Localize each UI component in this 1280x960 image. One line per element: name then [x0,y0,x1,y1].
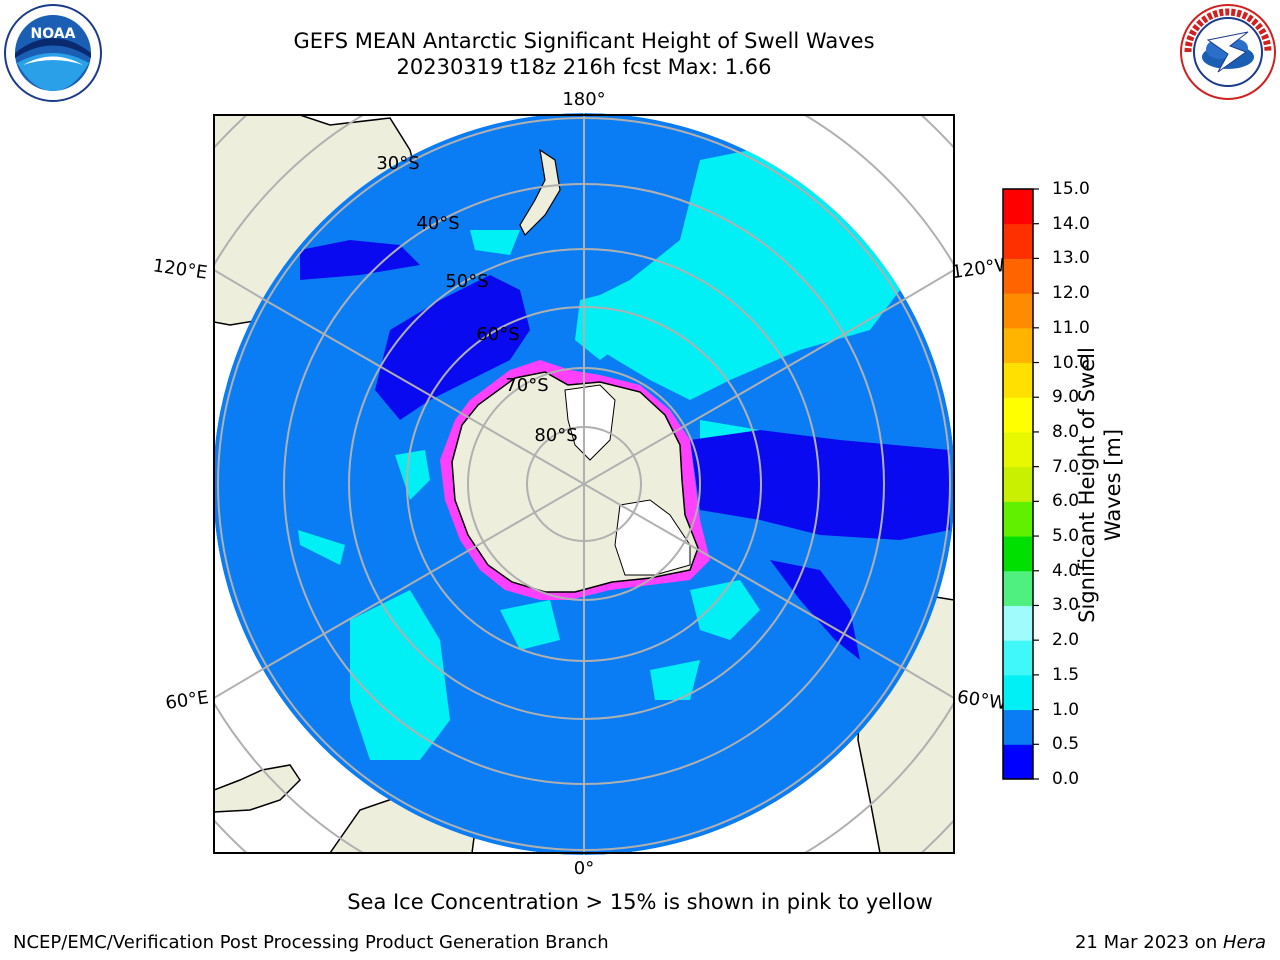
lat-label-70: 70°S [505,375,548,396]
colorbar-segment [1003,397,1033,433]
colorbar-segment [1003,223,1033,259]
noaa-logo-text: NOAA [31,26,76,42]
lon-label-right-lower: 60°W [956,687,1008,715]
colorbar-frame [1002,188,1034,780]
colorbar-segment [1003,709,1033,745]
colorbar-segment [1003,293,1033,329]
colorbar-tick-label: 13.0 [1052,248,1090,269]
colorbar-tick-label: 0.0 [1052,769,1080,789]
colorbar-tick-label: 10.0 [1052,352,1090,373]
colorbar-segment [1003,744,1033,780]
new-zealand-land [519,148,561,237]
colorbar-tick-label: 2.0 [1052,630,1080,651]
weddell-ice-shelf [614,499,691,576]
lat-label-40: 40°S [416,213,459,234]
nws-logo [1180,4,1276,100]
noaa-logo: NOAA [4,4,102,102]
colorbar-tick-label: 6.0 [1052,491,1080,512]
sea-ice-caption: Sea Ice Concentration > 15% is shown in … [347,890,933,914]
chart-title: GEFS MEAN Antarctic Significant Height o… [293,29,875,53]
map-frame [213,114,955,854]
colorbar-tick-label: 1.0 [1052,699,1080,720]
colorbar [1002,188,1039,780]
lat-label-60: 60°S [476,324,519,345]
colorbar-segment [1003,362,1033,398]
graticule [217,113,951,855]
colorbar-segment [1003,570,1033,606]
ross-ice-shelf [564,384,616,461]
lon-label-top: 180° [562,89,605,110]
colorbar-tick-label: 5.0 [1052,526,1080,547]
colorbar-tick-label: 7.0 [1052,456,1080,477]
africa-land [214,764,301,813]
footer-date: 21 Mar 2023 on Hera [1075,932,1266,953]
colorbar-tick-label: 9.0 [1052,387,1080,408]
footer-host: Hera [1222,932,1266,953]
colorbar-segment [1003,327,1033,364]
colorbar-tick-label: 1.5 [1052,664,1080,685]
colorbar-segment [1003,605,1033,641]
lon-label-bottom: 0° [574,858,594,879]
colorbar-segment [1003,189,1033,225]
lat-label-80: 80°S [534,425,577,446]
ocean-disk [213,113,955,855]
lat-label-30: 30°S [376,153,419,174]
footer-date-text: 21 Mar 2023 on [1074,932,1223,953]
colorbar-segment [1003,258,1033,294]
colorbar-segment [1003,466,1033,502]
footer-credit: NCEP/EMC/Verification Post Processing Pr… [13,932,609,953]
colorbar-tick-label: 15.0 [1052,179,1090,199]
colorbar-tick-label: 11.0 [1052,317,1090,338]
lon-label-left-lower: 60°E [164,687,210,714]
colorbar-tick-label: 3.0 [1052,595,1080,616]
colorbar-label: Significant Height of Swell Waves [m] [1075,347,1125,623]
lat-label-50: 50°S [445,271,488,292]
colorbar-segment [1003,501,1033,537]
colorbar-segment [1003,640,1033,676]
colorbar-segment [1003,674,1033,711]
chart-subtitle: 20230319 t18z 216h fcst Max: 1.66 [396,55,772,79]
colorbar-tick-label: 12.0 [1052,283,1090,304]
colorbar-segment [1003,536,1033,572]
colorbar-tick-label: 4.0 [1052,560,1080,581]
colorbar-segment [1003,431,1033,468]
colorbar-tick-label: 8.0 [1052,421,1080,442]
colorbar-tick-label: 14.0 [1052,213,1090,234]
lon-label-left-upper: 120°E [152,255,209,283]
colorbar-tick-label: 0.5 [1052,734,1080,755]
